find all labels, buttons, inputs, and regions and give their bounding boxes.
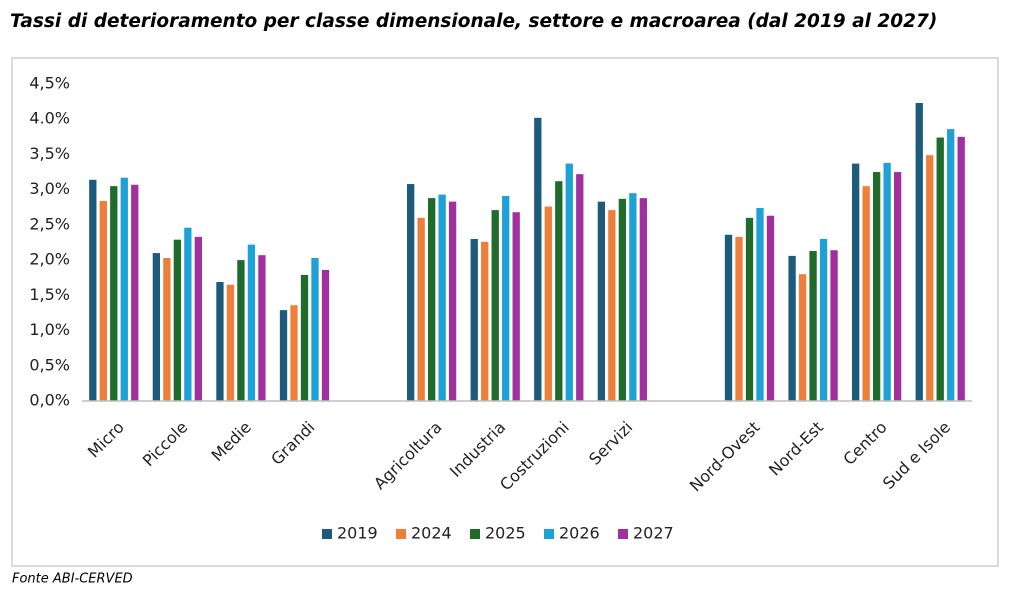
bar bbox=[89, 179, 97, 401]
bar bbox=[915, 103, 923, 402]
x-tick-label: Agricoltura bbox=[370, 418, 446, 494]
y-tick-label: 0,5% bbox=[29, 355, 70, 374]
bar bbox=[957, 136, 965, 402]
legend-label: 2019 bbox=[337, 524, 378, 543]
x-tick-label: Industria bbox=[446, 418, 509, 481]
bar bbox=[131, 184, 139, 401]
y-tick-label: 1,0% bbox=[29, 320, 70, 339]
bar bbox=[724, 234, 733, 401]
x-tick-label: Servizi bbox=[585, 418, 636, 469]
bar bbox=[194, 236, 202, 401]
bar bbox=[544, 206, 552, 401]
bar bbox=[321, 269, 330, 401]
bar bbox=[152, 253, 161, 401]
y-tick-label: 3,5% bbox=[29, 144, 70, 163]
bar bbox=[491, 210, 499, 401]
bar bbox=[173, 239, 182, 401]
bar bbox=[862, 186, 870, 401]
bar bbox=[788, 255, 796, 401]
bar bbox=[237, 260, 245, 401]
y-tick-label: 1,5% bbox=[29, 285, 70, 304]
bar bbox=[502, 196, 510, 401]
x-tick-label: Costruzioni bbox=[496, 418, 573, 495]
legend-swatch bbox=[618, 529, 628, 539]
y-tick-label: 4,5% bbox=[29, 74, 70, 93]
y-tick-label: 3,0% bbox=[29, 179, 70, 198]
legend-swatch bbox=[396, 529, 406, 539]
x-tick-label: Grandi bbox=[267, 418, 318, 469]
bar bbox=[809, 250, 817, 401]
bar bbox=[893, 172, 902, 401]
bar bbox=[407, 184, 415, 401]
y-tick-label: 4.0% bbox=[29, 109, 70, 128]
bar bbox=[798, 274, 807, 401]
legend-swatch bbox=[544, 529, 554, 539]
bar bbox=[639, 198, 647, 401]
bar bbox=[926, 155, 934, 401]
bar bbox=[512, 212, 520, 401]
bar bbox=[947, 129, 955, 401]
bar bbox=[597, 201, 606, 401]
bar bbox=[830, 250, 838, 401]
bar bbox=[163, 257, 171, 401]
bar bbox=[872, 172, 881, 401]
bar bbox=[279, 310, 288, 401]
x-tick-label: Medie bbox=[207, 418, 254, 465]
chart-frame bbox=[11, 57, 999, 567]
x-tick-label: Nord-Est bbox=[765, 418, 827, 480]
x-tick-label: Sud e Isole bbox=[879, 418, 954, 493]
bar bbox=[745, 217, 754, 401]
legend-swatch bbox=[470, 529, 480, 539]
legend-label: 2026 bbox=[559, 524, 600, 543]
y-tick-label: 2,5% bbox=[29, 214, 70, 233]
bar bbox=[852, 163, 860, 401]
bar bbox=[247, 244, 256, 401]
bar bbox=[883, 162, 891, 401]
legend-swatch bbox=[322, 529, 332, 539]
x-tick-label: Micro bbox=[84, 418, 128, 462]
bar bbox=[300, 274, 309, 401]
bar bbox=[417, 217, 425, 401]
bar bbox=[555, 181, 563, 401]
bar bbox=[110, 186, 118, 401]
x-tick-label: Centro bbox=[839, 418, 890, 469]
bar bbox=[311, 257, 319, 401]
bar bbox=[576, 174, 584, 401]
chart-title: Tassi di deterioramento per classe dimen… bbox=[10, 11, 937, 32]
bar bbox=[99, 200, 107, 401]
x-tick-label: Nord-Ovest bbox=[686, 418, 764, 496]
bar bbox=[120, 177, 128, 401]
bar bbox=[819, 238, 828, 401]
y-tick-label: 2,0% bbox=[29, 250, 70, 269]
bar bbox=[438, 194, 446, 401]
legend-label: 2027 bbox=[633, 524, 674, 543]
bar bbox=[481, 241, 489, 401]
bar bbox=[184, 227, 192, 401]
bar bbox=[290, 305, 298, 401]
bar bbox=[565, 163, 573, 401]
bar bbox=[618, 198, 627, 401]
legend-label: 2025 bbox=[485, 524, 526, 543]
bar bbox=[608, 210, 616, 401]
bar bbox=[470, 238, 478, 401]
bar bbox=[766, 215, 775, 401]
x-tick-label: Piccole bbox=[139, 418, 192, 471]
bar bbox=[427, 198, 436, 401]
bar bbox=[534, 117, 542, 402]
bar bbox=[735, 236, 743, 401]
bar bbox=[216, 281, 224, 401]
bar bbox=[448, 201, 457, 401]
bar bbox=[936, 137, 944, 401]
bar bbox=[258, 255, 266, 401]
bar bbox=[756, 207, 764, 401]
y-tick-label: 0,0% bbox=[29, 391, 70, 410]
bar bbox=[629, 193, 637, 401]
source-note: Fonte ABI-CERVED bbox=[12, 572, 133, 587]
legend-label: 2024 bbox=[411, 524, 452, 543]
bar bbox=[226, 284, 235, 401]
